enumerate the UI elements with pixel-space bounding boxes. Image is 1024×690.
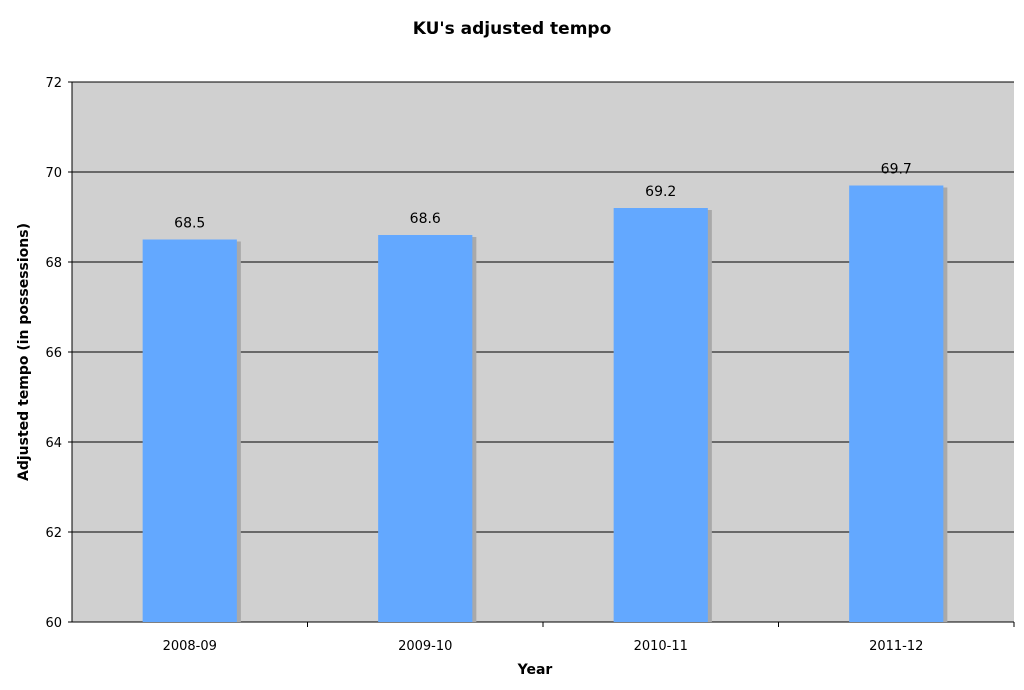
y-tick-label: 68 [45,256,62,271]
chart-title: KU's adjusted tempo [413,19,612,39]
y-axis-label: Adjusted tempo (in possessions) [16,223,32,481]
bar [613,208,708,622]
x-tick-label: 2010-11 [634,639,688,654]
x-tick-label: 2011-12 [869,639,923,654]
data-label: 68.5 [174,216,205,232]
bar [142,239,237,622]
x-tick-label: 2008-09 [163,639,217,654]
y-tick-label: 72 [45,76,62,91]
plot-area: 60 62 64 66 68 70 72 68.5 2008-09 68.6 2009-10 69.2… [45,76,1015,654]
bar [849,185,944,622]
y-tick-label: 64 [45,436,62,451]
data-label: 69.2 [645,184,676,200]
x-axis-label: Year [517,662,553,678]
y-tick-label: 62 [45,526,62,541]
y-tick-label: 66 [45,346,62,361]
data-label: 68.6 [410,211,441,227]
bar [378,235,473,622]
y-tick-label: 60 [45,616,62,631]
x-tick-label: 2009-10 [398,639,452,654]
y-tick-label: 70 [45,166,62,181]
data-label: 69.7 [881,162,912,178]
